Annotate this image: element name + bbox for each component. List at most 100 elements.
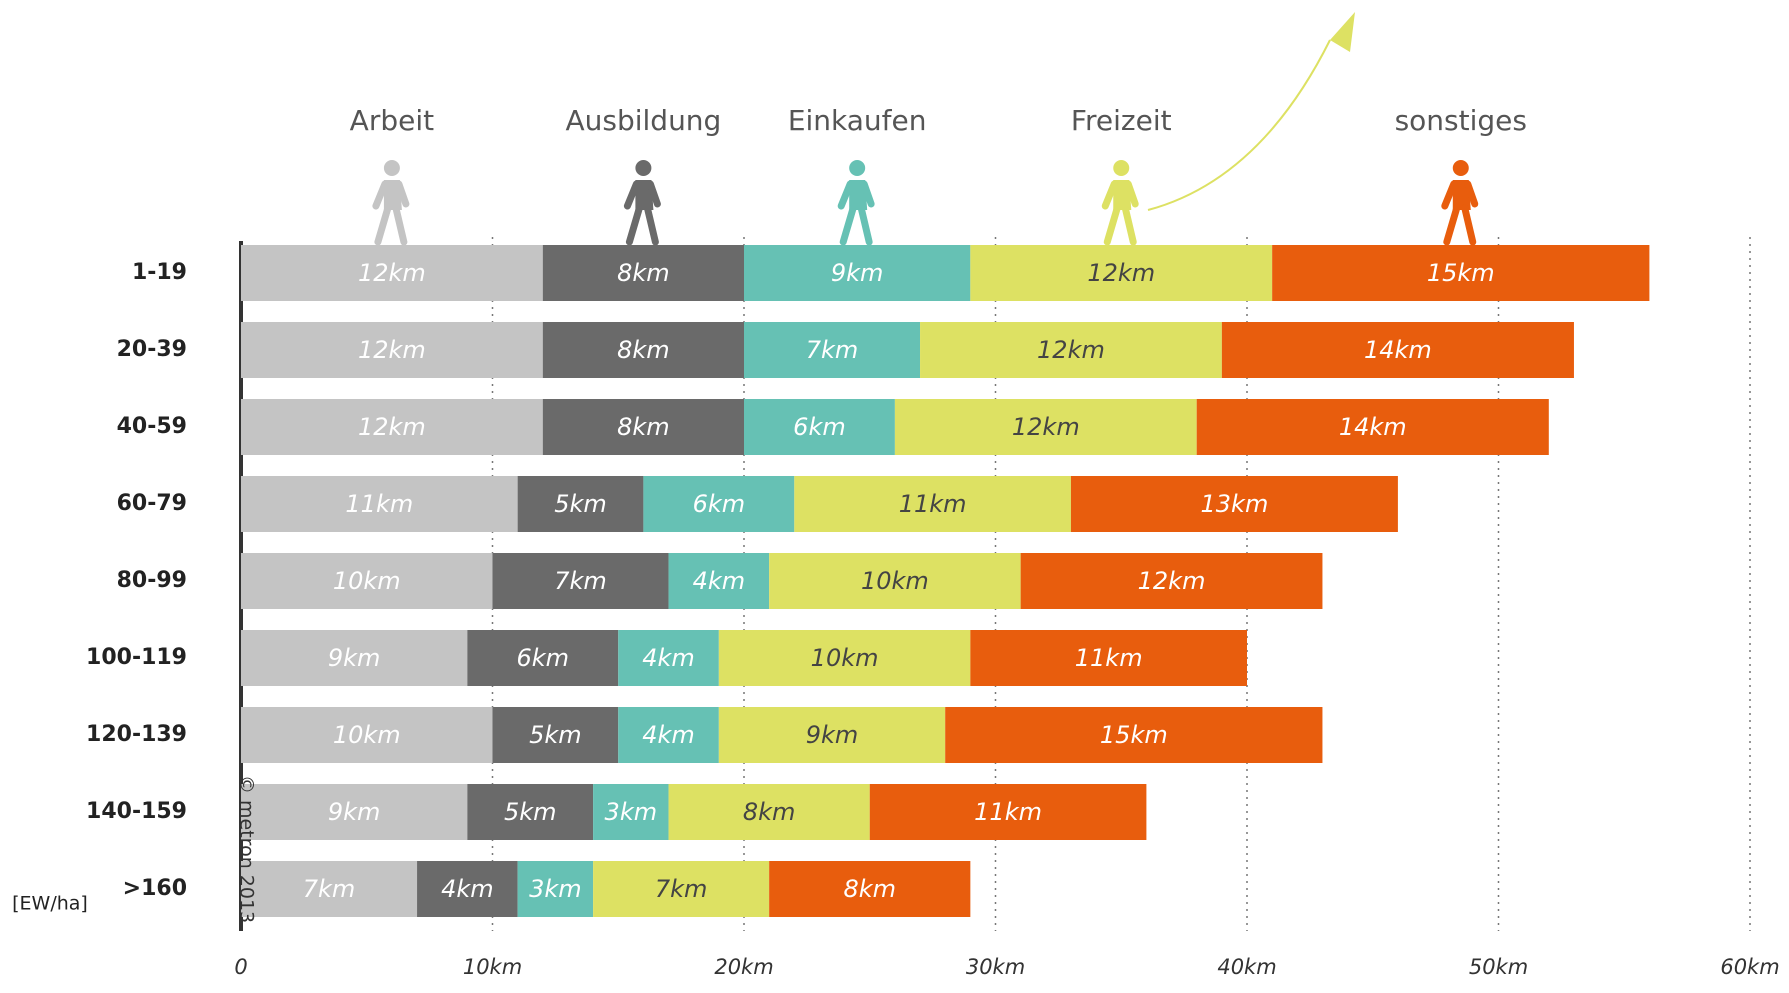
x-tick-label: 60km [1720,955,1779,979]
icon-head [1452,160,1469,176]
value-label: 15km [1427,259,1495,287]
kite [1330,12,1355,52]
icon-head [635,160,652,176]
value-label: 7km [806,336,859,364]
bar-segment [945,707,1323,763]
icon-legs [1441,180,1479,246]
value-label: 13km [1201,490,1269,518]
bar-segment [542,399,744,455]
bar-segment [241,399,543,455]
bar-segment [241,707,493,763]
bar-segment [241,553,493,609]
value-label: 10km [811,644,879,672]
value-label: 7km [554,567,607,595]
x-tick-label: 10km [463,955,522,979]
bar-segment [1272,245,1650,301]
bar-segment [920,322,1222,378]
person-icon [623,160,661,246]
bar-segment [1020,553,1323,609]
value-label: 12km [358,259,426,287]
value-label: 9km [831,259,884,287]
bar-segment [744,245,971,301]
value-label: 4km [441,875,494,903]
bar-segment [718,630,971,686]
x-tick-label: 20km [714,955,773,979]
value-label: 12km [1037,336,1105,364]
value-label: 6km [693,490,746,518]
bar-segment [618,630,719,686]
bar-segment [467,784,594,840]
value-label: 12km [1138,567,1206,595]
value-label: 10km [861,567,929,595]
value-label: 4km [642,721,695,749]
value-label: 5km [554,490,607,518]
value-label: 4km [693,567,746,595]
x-tick-label: 0 [234,955,247,979]
value-label: 7km [303,875,356,903]
value-label: 4km [642,644,695,672]
bar-segment [241,245,543,301]
category-label: 140-159 [86,799,187,824]
bar-segment [970,630,1247,686]
legend-label: Freizeit [1071,104,1172,137]
bar-segment [744,399,895,455]
bar-segment [769,553,1021,609]
value-label: 6km [517,644,570,672]
value-label: 11km [345,490,413,518]
bar-segment [668,784,870,840]
value-label: 3km [605,798,658,826]
kite-string [1147,39,1331,211]
value-label: 12km [358,413,426,441]
bar-segment [1221,322,1574,378]
bar-segment [492,707,619,763]
bar-segment [794,476,1071,532]
value-label: 5km [504,798,557,826]
bar-segment [241,861,418,917]
value-label: 5km [529,721,582,749]
icon-head [1113,160,1130,176]
bar-segment [668,553,770,609]
bar-segment [618,707,719,763]
value-label: 12km [358,336,426,364]
value-label: 8km [843,875,896,903]
bar-segment [643,476,795,532]
bar-segment [542,322,744,378]
value-label: 11km [1075,644,1143,672]
bar-segment [718,707,946,763]
bar-segment [593,784,669,840]
value-label: 14km [1339,413,1407,441]
bar-segment [1070,476,1398,532]
person-icon [372,160,410,246]
legend-label: Arbeit [350,104,434,137]
value-label: 11km [899,490,967,518]
bar-segment [744,322,921,378]
category-label: 80-99 [117,568,187,593]
category-label: 1-19 [132,260,187,285]
category-label: 40-59 [117,414,187,439]
bar-segment [769,861,971,917]
person-icon [1441,160,1479,246]
value-label: 10km [333,721,401,749]
icon-legs [837,180,875,246]
value-label: 10km [333,567,401,595]
icon-legs [372,180,410,246]
value-label: 9km [328,798,381,826]
value-label: 14km [1364,336,1432,364]
value-label: 11km [974,798,1042,826]
legend-label: Einkaufen [788,104,927,137]
bar-segment [417,861,518,917]
value-label: 12km [1012,413,1080,441]
bar-segment [517,476,644,532]
bar-segment [869,784,1147,840]
value-label: 3km [529,875,582,903]
value-label: 8km [617,336,670,364]
category-label: 100-119 [86,645,187,670]
value-label: 8km [617,413,670,441]
bar-segment [241,476,518,532]
x-tick-label: 50km [1469,955,1528,979]
value-label: 8km [743,798,796,826]
bar-segment [467,630,619,686]
legend-label: sonstiges [1395,104,1527,137]
bar-segment [542,245,744,301]
